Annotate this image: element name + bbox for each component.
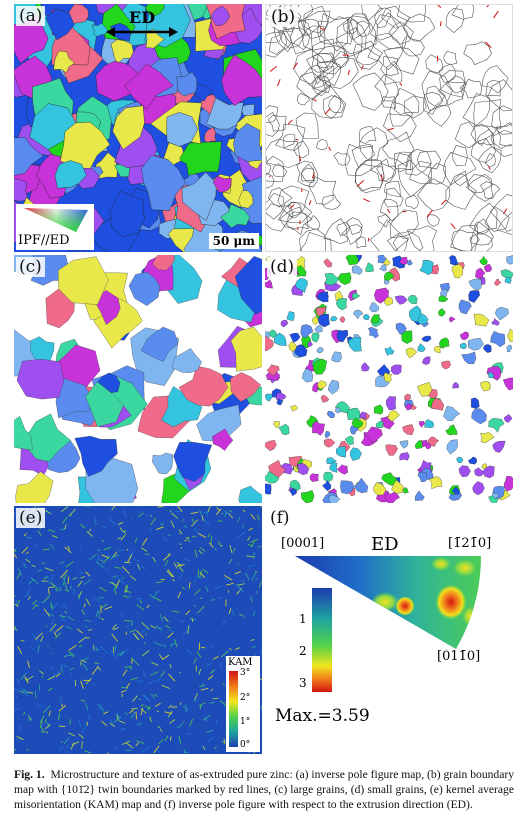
ipf-color-key: IPF//ED (16, 204, 94, 250)
kam-tick-2: 2° (240, 693, 251, 703)
kam-tick-3: 3° (240, 668, 251, 678)
kam-tick-0: 0° (240, 740, 251, 750)
figure-label: Fig. 1. (14, 768, 45, 781)
kam-colorbar-gradient (229, 671, 238, 747)
ipf-colorbar (312, 588, 332, 692)
panel-c-label: (c) (16, 257, 45, 277)
panel-a-ipf-map: (a) ED IPF//ED 50 μm (14, 4, 262, 252)
ipf-sector-plot (295, 556, 481, 692)
ipf-key-legend: IPF//ED (18, 233, 70, 248)
grain-boundary-image (266, 5, 512, 251)
ipf-tick-2: 2 (299, 644, 307, 658)
panel-c-large-grains: (c) (14, 255, 262, 503)
ipf-tick-3: 3 (299, 676, 307, 690)
panel-a-label: (a) (16, 6, 46, 26)
caption-text: Microstructure and texture of as-extrude… (14, 768, 515, 811)
panel-d-label: (d) (267, 257, 298, 277)
corner-01m10: [011̄0] (437, 649, 481, 664)
ipf-map-image (14, 4, 262, 252)
kam-map-image (14, 506, 262, 754)
kam-colorbar: KAM 3° 2° 1° 0° (226, 656, 260, 752)
panel-e-kam-map: (e) KAM 3° 2° 1° 0° (14, 506, 262, 754)
kam-tick-1: 1° (240, 717, 251, 727)
kam-title: KAM (228, 657, 253, 668)
large-grains-image (14, 255, 262, 503)
scale-bar: 50 μm (208, 233, 259, 249)
panel-b-grain-boundary-map: (b) (265, 4, 513, 252)
ed-label: ED (129, 8, 156, 27)
panel-d-small-grains: (d) (265, 255, 513, 503)
panel-b-label: (b) (268, 7, 299, 27)
max-value: Max.=3.59 (275, 706, 370, 726)
corner-0001: [0001] (281, 536, 325, 551)
figure-caption: Fig. 1. Microstructure and texture of as… (14, 767, 514, 812)
panel-f-label: (f) (267, 508, 293, 528)
ed-arrow (106, 26, 178, 38)
small-grains-image (265, 255, 513, 503)
panel-e-label: (e) (16, 508, 46, 528)
corner-m12m10: [1̄21̄0] (448, 536, 492, 551)
scale-bar-label: 50 μm (212, 234, 255, 248)
ipf-ed-label: ED (371, 534, 399, 555)
ipf-tick-1: 1 (299, 612, 307, 626)
panel-f-inverse-pole-figure: (f) [0001] ED [1̄21̄0] (265, 506, 513, 754)
